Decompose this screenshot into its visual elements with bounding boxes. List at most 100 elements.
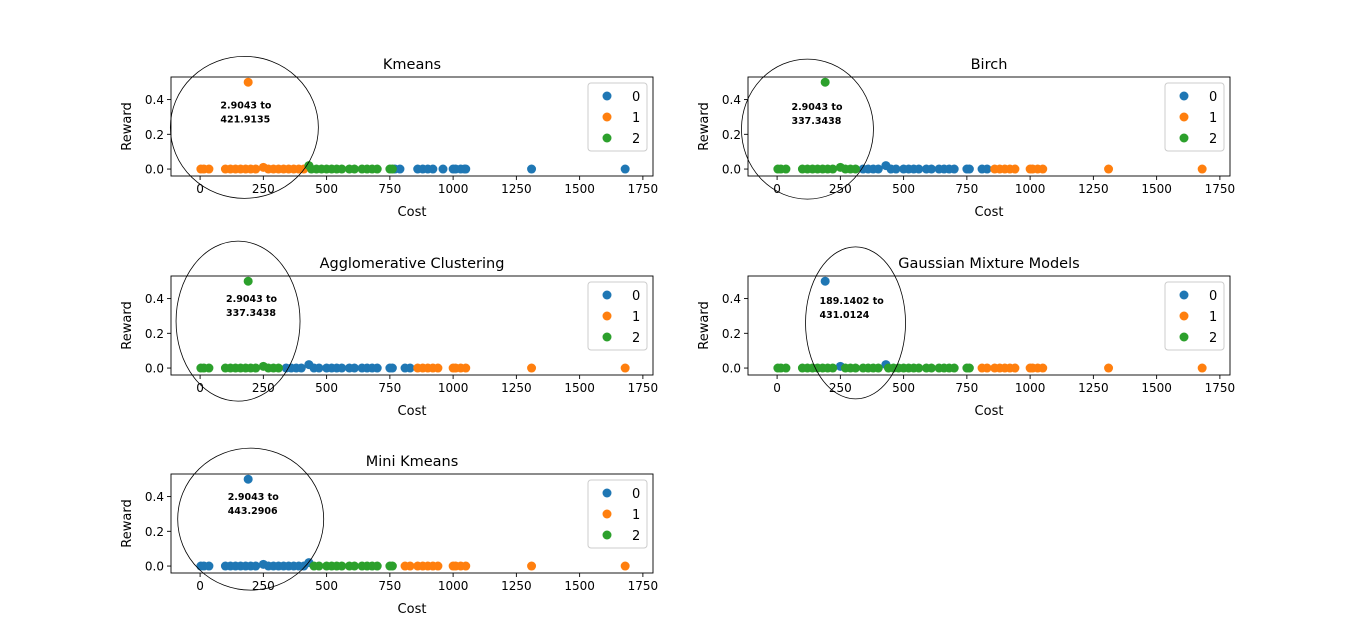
legend-box [587,281,648,351]
x-axis-label: Cost [398,205,427,220]
x-tick-label: 750 [378,381,401,395]
legend-marker [602,509,612,519]
series-0 [858,161,992,174]
data-point [873,164,883,174]
x-tick-label: 1000 [1015,381,1046,395]
data-point [527,164,537,174]
y-axis-label: Reward [120,301,135,349]
legend-label: 1 [1209,310,1217,325]
legend-marker [602,91,612,101]
data-point [1104,363,1114,373]
x-tick-label: 500 [315,381,338,395]
data-point [982,164,992,174]
data-point [1197,164,1207,174]
data-point [820,77,830,87]
x-tick-label: 750 [378,182,401,196]
data-point [461,164,471,174]
annotation-text: 337.3438 [226,308,276,319]
y-tick-label: 0.2 [722,327,741,341]
series-1 [977,363,1207,373]
data-point [251,363,261,373]
legend-box [1164,82,1225,152]
y-tick-label: 0.2 [145,327,164,341]
data-point [914,164,924,174]
x-tick-label: 750 [955,381,978,395]
legend-marker [602,488,612,498]
y-axis-label: Reward [697,301,712,349]
legend-label: 0 [632,289,640,304]
data-point [461,561,471,571]
legend: 0 1 2 [587,281,648,351]
legend-label: 1 [1209,111,1217,126]
series-0 [196,474,314,571]
data-point [243,474,253,484]
subplot-4: Gaussian Mixture Models 0 250 500 750 1000 125… [697,246,1235,419]
axes-frame [747,275,1231,376]
y-tick-label: 0.4 [145,292,164,306]
data-point [1038,363,1048,373]
data-point [461,363,471,373]
data-point [949,164,959,174]
y-tick-label: 0.0 [145,362,164,376]
annotation-text: 421.9135 [220,114,270,125]
series-1 [196,77,309,174]
series-0 [390,164,630,174]
data-point [527,363,537,373]
legend-marker [602,332,612,342]
data-point [251,561,261,571]
data-point [372,164,382,174]
data-point [405,561,415,571]
x-tick-label: 500 [892,381,915,395]
legend: 0 1 2 [1164,82,1225,152]
data-point [873,363,883,373]
data-point [314,561,324,571]
legend-marker [602,530,612,540]
data-point [428,164,438,174]
y-tick-label: 0.4 [145,490,164,504]
axes-frame [170,76,654,177]
data-point [349,363,359,373]
annotation-text: 2.9043 to [791,102,843,113]
legend-marker [1179,311,1189,321]
annotation-text: 337.3438 [791,116,841,127]
subplot-5: Mini Kmeans 0 250 500 750 1000 1250 1500 1750 0.0… [120,447,658,617]
data-point [337,363,347,373]
legend-label: 0 [1209,90,1217,105]
x-tick-label: 1500 [564,182,595,196]
data-point [433,561,443,571]
data-point [828,363,838,373]
x-tick-label: 1500 [564,381,595,395]
annotation-text: 189.1402 to [820,296,885,307]
x-tick-label: 0 [196,182,204,196]
x-tick-label: 750 [378,579,401,593]
data-point [620,164,630,174]
x-tick-label: 1250 [501,381,532,395]
series-0 [281,360,415,373]
legend-marker [1179,290,1189,300]
y-tick-label: 0.2 [145,128,164,142]
data-point [349,561,359,571]
y-tick-label: 0.0 [145,560,164,574]
y-tick-label: 0.0 [722,362,741,376]
x-axis-label: Cost [398,602,427,617]
x-tick-label: 1000 [438,182,469,196]
data-point [349,164,359,174]
data-point [828,164,838,174]
data-point [781,164,791,174]
series-2 [304,161,397,174]
data-point [851,363,861,373]
annotation-text: 431.0124 [820,310,870,321]
x-tick-label: 1250 [1078,182,1109,196]
chart-title: Mini Kmeans [366,454,459,470]
y-tick-label: 0.0 [722,163,741,177]
data-point [372,363,382,373]
data-point [620,363,630,373]
legend-label: 1 [632,508,640,523]
x-tick-label: 1500 [1141,381,1172,395]
series-2 [773,363,974,373]
data-point [982,363,992,373]
legend-marker [602,290,612,300]
legend-box [587,479,648,549]
series-2 [773,77,861,174]
x-tick-label: 1000 [1015,182,1046,196]
